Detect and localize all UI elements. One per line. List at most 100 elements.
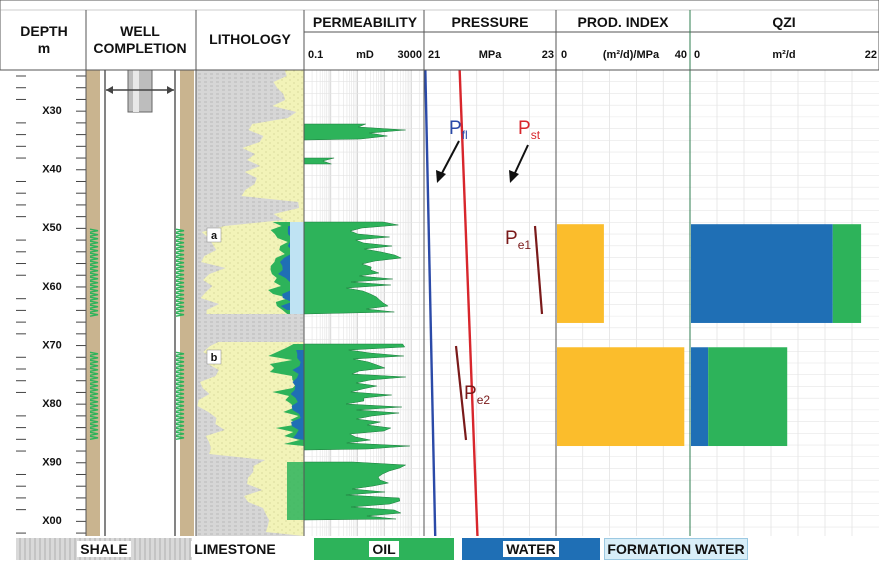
- perforation-right: [175, 276, 185, 281]
- perforation-left: [89, 276, 99, 281]
- perforation-right: [175, 236, 185, 241]
- perforation-right: [175, 308, 185, 313]
- prod-index-min: 0: [561, 49, 567, 61]
- p-fl-label: Pfl: [449, 118, 468, 142]
- perforation-left: [89, 391, 99, 396]
- perforation-left: [89, 363, 99, 368]
- perforations: [89, 228, 185, 440]
- perforation-right: [175, 415, 185, 420]
- perforation-left: [89, 256, 99, 261]
- perm-oil-profile: [303, 343, 410, 451]
- depth-unit: m: [38, 40, 50, 56]
- permeability-min: 0.1: [308, 49, 323, 61]
- perforation-right: [175, 355, 185, 360]
- depth-tick-label: X70: [42, 339, 62, 351]
- perforation-right: [175, 383, 185, 388]
- perm-oil-profile: [303, 461, 407, 521]
- perforation-left: [89, 292, 99, 297]
- perforation-left: [89, 355, 99, 360]
- pressure-max: 23: [542, 49, 554, 61]
- perforation-left: [89, 244, 99, 249]
- well-log-diagram: DEPTH m WELL COMPLETION LITHOLOGY PERMEA…: [0, 0, 879, 536]
- perforation-left: [89, 280, 99, 285]
- p-e2-line: [454, 345, 468, 441]
- qzi-water-bar-b: [691, 347, 709, 447]
- perforation-right: [175, 399, 185, 404]
- pressure-min: 21: [428, 49, 440, 61]
- permeability-max: 3000: [398, 49, 422, 61]
- perforation-left: [89, 367, 99, 372]
- perforation-left: [89, 423, 99, 428]
- depth-tick-label: X80: [42, 398, 62, 410]
- perforation-right: [175, 419, 185, 424]
- permeability-unit: mD: [356, 49, 374, 61]
- prod-index-track: [556, 69, 691, 536]
- legend-oil-label: OIL: [369, 541, 399, 557]
- legend-formation-water-label: FORMATION WATER: [607, 541, 745, 557]
- perforation-right: [175, 300, 185, 305]
- perforation-right: [175, 371, 185, 376]
- perforation-left: [89, 284, 99, 289]
- depth-track: X30 X40 X50 X60 X70 X80 X90 X00: [16, 75, 86, 534]
- perforation-left: [89, 359, 99, 364]
- perforation-left: [89, 288, 99, 293]
- zone-a-label: a: [211, 230, 218, 242]
- perforation-left: [89, 435, 99, 440]
- perforation-left: [89, 395, 99, 400]
- perforation-right: [175, 260, 185, 265]
- perforation-right: [175, 359, 185, 364]
- perforation-right: [175, 427, 185, 432]
- perforation-right: [175, 431, 185, 436]
- lithology-header: LITHOLOGY: [209, 31, 291, 47]
- perforation-left: [89, 264, 99, 269]
- perforation-left: [89, 240, 99, 245]
- casing-right: [180, 70, 194, 536]
- perforation-left: [89, 228, 99, 233]
- qzi-track: [690, 69, 879, 536]
- perforation-left: [89, 427, 99, 432]
- perforation-left: [89, 375, 99, 380]
- prod-index-unit: (m²/d)/MPa: [603, 49, 660, 61]
- perforation-right: [175, 403, 185, 408]
- perforation-right: [175, 280, 185, 285]
- p-e1-label: Pe1: [505, 228, 531, 252]
- perm-oil-profile: [303, 221, 403, 315]
- legend: SHALE LIMESTONE OIL WATER FORMATION WATE…: [0, 536, 879, 562]
- limestone-fill: [197, 70, 304, 536]
- qzi-oil-bar-a: [832, 224, 862, 323]
- perforation-right: [175, 407, 185, 412]
- perforation-left: [89, 399, 99, 404]
- zone-b-water: [290, 350, 304, 440]
- perforation-right: [175, 244, 185, 249]
- p-st-line: [458, 69, 479, 536]
- depth-tick-label: X90: [42, 457, 62, 469]
- perforation-right: [175, 272, 185, 277]
- perforation-right: [175, 411, 185, 416]
- perforation-right: [175, 228, 185, 233]
- legend-water-label: WATER: [503, 541, 559, 557]
- perforation-right: [175, 367, 185, 372]
- wellbore: [100, 70, 180, 536]
- perforation-left: [89, 272, 99, 277]
- prod-index-bar-a: [557, 224, 604, 323]
- header-row: DEPTH m WELL COMPLETION LITHOLOGY PERMEA…: [0, 0, 879, 71]
- perm-oil-profile: [303, 123, 406, 141]
- perforation-right: [175, 268, 185, 273]
- perforation-right: [175, 379, 185, 384]
- legend-shale-label: SHALE: [77, 541, 131, 557]
- perforation-left: [89, 431, 99, 436]
- qzi-min: 0: [694, 49, 700, 61]
- p-st-label: Pst: [518, 118, 541, 142]
- perforation-left: [89, 312, 99, 317]
- legend-formation-water: FORMATION WATER: [604, 538, 748, 560]
- depth-header: DEPTH: [20, 23, 67, 39]
- perforation-right: [175, 288, 185, 293]
- perforation-left: [89, 383, 99, 388]
- perforation-left: [89, 387, 99, 392]
- perforation-right: [175, 252, 185, 257]
- perforation-left: [89, 248, 99, 253]
- lithology-track: a b: [196, 70, 304, 536]
- perforation-left: [89, 308, 99, 313]
- qzi-oil-bar-b: [708, 347, 788, 447]
- perforation-right: [175, 375, 185, 380]
